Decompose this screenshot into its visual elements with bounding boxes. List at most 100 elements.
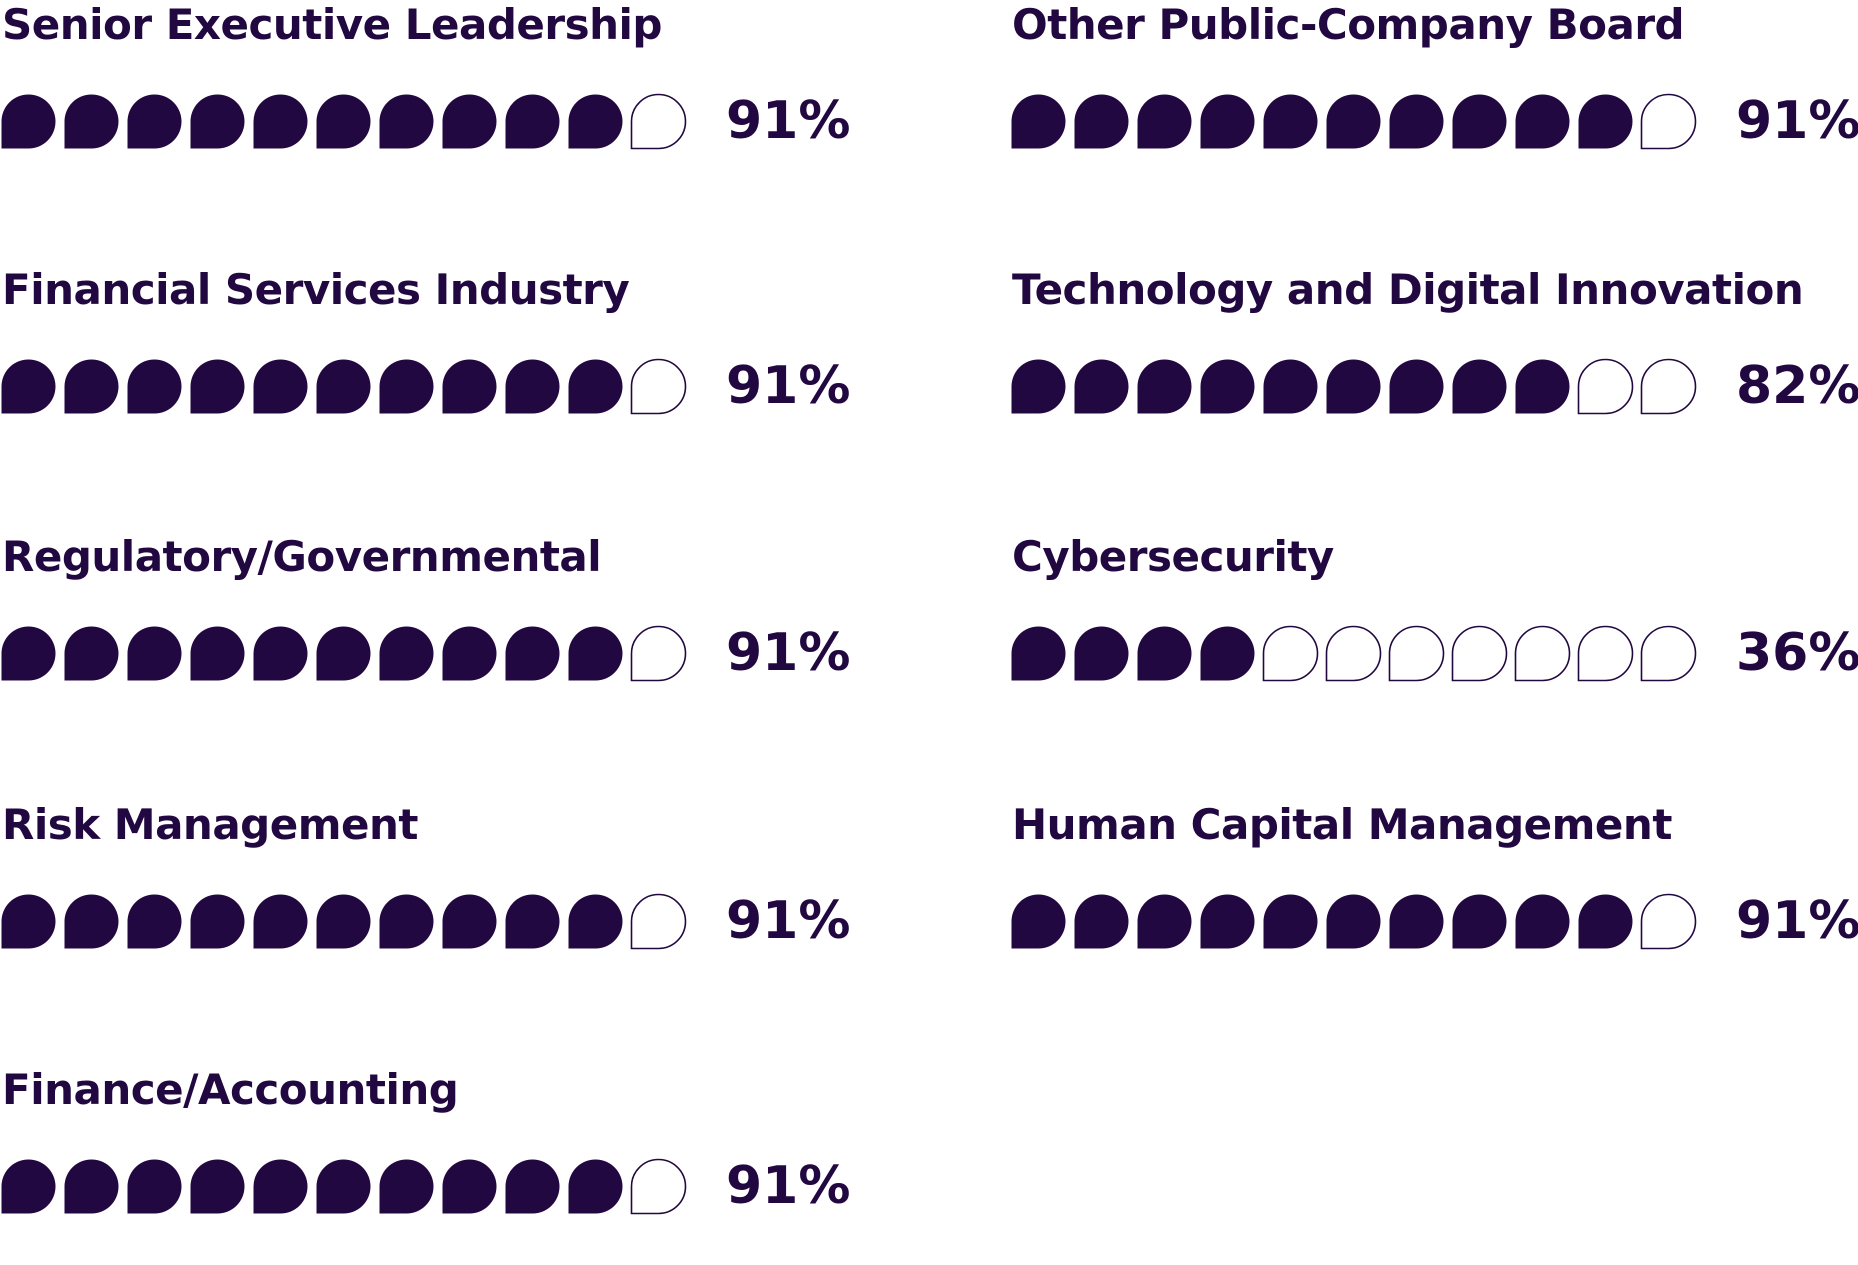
skill-value: 91% xyxy=(1736,891,1858,951)
dot-filled xyxy=(1515,94,1570,149)
dot-empty xyxy=(1640,625,1697,682)
skill-row-senior-executive-leadership: Senior Executive Leadership 91% xyxy=(0,0,880,200)
dot-filled-shape xyxy=(505,1159,560,1214)
dot-filled-shape xyxy=(253,359,308,414)
dot-filled xyxy=(568,626,623,681)
dot-empty-shape xyxy=(1640,358,1697,415)
dot-empty xyxy=(1640,358,1697,415)
dot-filled-shape xyxy=(1137,894,1192,949)
dot-filled xyxy=(316,626,371,681)
dot-filled-shape xyxy=(568,1159,623,1214)
skill-value: 36% xyxy=(1736,623,1858,683)
dot-filled-shape xyxy=(379,1159,434,1214)
dot-empty xyxy=(1325,625,1382,682)
dot-filled-shape xyxy=(64,359,119,414)
dot-filled xyxy=(253,359,308,414)
dot-filled-shape xyxy=(253,1159,308,1214)
dot-filled xyxy=(1,894,56,949)
dot-filled xyxy=(442,894,497,949)
dot-filled-shape xyxy=(1011,894,1066,949)
dot-filled-shape xyxy=(316,359,371,414)
dot-empty-shape xyxy=(630,358,687,415)
dot-filled xyxy=(1,359,56,414)
dot-row xyxy=(0,892,693,950)
dot-row xyxy=(1010,92,1703,150)
dot-filled xyxy=(127,626,182,681)
skill-row-financial-services-industry: Financial Services Industry 91% xyxy=(0,265,880,465)
dot-filled-shape xyxy=(1,894,56,949)
dot-empty-shape xyxy=(1640,625,1697,682)
dot-filled-shape xyxy=(442,894,497,949)
dot-filled xyxy=(379,626,434,681)
skill-row-finance-accounting: Finance/Accounting 91% xyxy=(0,1065,880,1265)
dot-filled xyxy=(1452,94,1507,149)
dot-filled-shape xyxy=(64,626,119,681)
dot-filled xyxy=(1074,894,1129,949)
skill-value: 82% xyxy=(1736,356,1858,416)
dot-filled xyxy=(1452,894,1507,949)
dot-filled xyxy=(1326,359,1381,414)
dot-filled-shape xyxy=(253,626,308,681)
dot-empty xyxy=(630,358,687,415)
dot-filled-shape xyxy=(316,626,371,681)
dot-filled xyxy=(1389,94,1444,149)
skill-label: Other Public-Company Board xyxy=(1012,0,1685,49)
dot-filled xyxy=(1074,626,1129,681)
dot-filled-shape xyxy=(1515,894,1570,949)
dot-filled-shape xyxy=(505,626,560,681)
dot-filled-shape xyxy=(316,94,371,149)
dot-empty-shape xyxy=(1262,625,1319,682)
dot-filled xyxy=(64,1159,119,1214)
dot-filled xyxy=(253,94,308,149)
skill-label: Regulatory/Governmental xyxy=(2,532,602,581)
dot-filled-shape xyxy=(1,1159,56,1214)
dot-filled-shape xyxy=(190,894,245,949)
dot-filled-shape xyxy=(127,94,182,149)
dot-filled xyxy=(505,94,560,149)
skill-label: Risk Management xyxy=(2,800,418,849)
dot-filled-shape xyxy=(1,626,56,681)
dot-filled-shape xyxy=(1515,94,1570,149)
dot-filled xyxy=(1263,94,1318,149)
dot-filled xyxy=(190,1159,245,1214)
dot-filled-shape xyxy=(379,894,434,949)
dot-filled-shape xyxy=(1578,894,1633,949)
dot-filled-shape xyxy=(64,894,119,949)
dot-filled xyxy=(1137,359,1192,414)
dot-filled-shape xyxy=(505,894,560,949)
dot-filled xyxy=(505,626,560,681)
skill-row-technology-digital-innovation: Technology and Digital Innovation 82% xyxy=(1010,265,1858,465)
dot-filled xyxy=(1263,894,1318,949)
dot-filled-shape xyxy=(1263,359,1318,414)
dot-empty-shape xyxy=(1577,625,1634,682)
dot-filled xyxy=(1200,94,1255,149)
dot-filled xyxy=(190,94,245,149)
dot-filled xyxy=(253,894,308,949)
dot-filled xyxy=(64,894,119,949)
skill-row-human-capital-management: Human Capital Management 91% xyxy=(1010,800,1858,1000)
dot-filled xyxy=(379,1159,434,1214)
dot-filled-shape xyxy=(127,359,182,414)
dot-filled xyxy=(253,626,308,681)
dot-filled xyxy=(190,894,245,949)
dot-empty xyxy=(1388,625,1445,682)
dot-filled-shape xyxy=(1137,94,1192,149)
dot-filled-shape xyxy=(442,1159,497,1214)
dot-empty xyxy=(630,93,687,150)
dot-empty xyxy=(1451,625,1508,682)
dot-filled-shape xyxy=(442,359,497,414)
dot-filled xyxy=(1137,894,1192,949)
dot-filled xyxy=(1074,359,1129,414)
dot-filled-shape xyxy=(1074,626,1129,681)
skill-row-other-public-company-board: Other Public-Company Board 91% xyxy=(1010,0,1858,200)
dot-filled xyxy=(64,626,119,681)
dot-filled-shape xyxy=(1,359,56,414)
dot-filled-shape xyxy=(316,894,371,949)
dot-filled xyxy=(190,359,245,414)
dot-filled xyxy=(379,359,434,414)
skill-label: Human Capital Management xyxy=(1012,800,1672,849)
dot-filled xyxy=(1200,894,1255,949)
dot-empty xyxy=(1577,625,1634,682)
dot-filled-shape xyxy=(1452,94,1507,149)
